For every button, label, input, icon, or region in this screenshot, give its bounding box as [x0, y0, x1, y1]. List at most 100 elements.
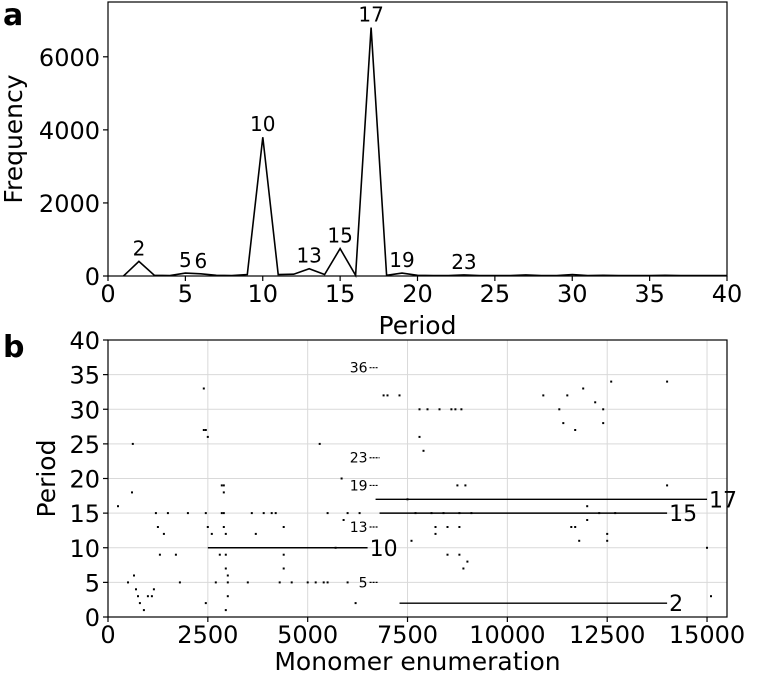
panel-b-y-tick-label: 25	[69, 431, 100, 459]
panel-a-x-tick-label: 0	[100, 280, 115, 308]
panel-b-x-tick-label: 5000	[277, 621, 338, 649]
scatter-point	[224, 553, 227, 556]
scatter-point	[606, 532, 609, 535]
scatter-point	[422, 449, 425, 452]
scatter-point	[133, 574, 135, 577]
panel-b-x-tick-label: 12500	[569, 621, 645, 649]
panel-b-period-scatter: b 0 2500 5000 7500 10000 12500 150000510152025…	[3, 327, 745, 675]
panel-a-axes-frame	[107, 1, 728, 277]
panel-a-y-tick-label: 2000	[39, 190, 100, 218]
scatter-point	[222, 491, 225, 494]
scatter-point	[562, 422, 565, 425]
panel-b-x-axis-title: Monomer enumeration	[274, 647, 560, 675]
peak-label-5: 5	[179, 248, 192, 272]
scatter-point	[152, 588, 155, 591]
scatter-point	[454, 408, 457, 411]
scatter-point	[610, 380, 613, 383]
peak-label-19: 19	[389, 248, 414, 272]
peak-label-13: 13	[296, 244, 321, 268]
panel-b-y-tick-label: 15	[69, 500, 100, 528]
scatter-point	[150, 595, 153, 598]
scatter-point	[606, 539, 609, 542]
scatter-point	[306, 581, 309, 584]
panel-b-y-tick-label: 0	[85, 604, 100, 632]
scatter-point	[117, 505, 119, 508]
panel-b-y-tick-label: 35	[69, 362, 100, 390]
scatter-point	[278, 581, 281, 584]
scatter-point	[602, 408, 605, 411]
scatter-point	[594, 401, 597, 404]
scatter-point	[282, 567, 285, 570]
panel-b-x-tick-label: 7500	[377, 621, 438, 649]
scatter-point	[382, 394, 385, 397]
scatter-point	[326, 581, 329, 584]
scatter-point	[418, 408, 421, 411]
scatter-point	[322, 581, 325, 584]
panel-a-x-tick-label: 20	[402, 280, 433, 308]
scatter-point	[270, 512, 273, 515]
scatter-point	[666, 484, 669, 487]
panel-b-letter: b	[3, 330, 24, 365]
panel-a-x-tick-label: 35	[634, 280, 665, 308]
scatter-point	[438, 408, 441, 411]
panel-a-x-tick-label: 40	[712, 280, 743, 308]
scatter-point	[354, 602, 357, 605]
scatter-point	[340, 477, 343, 480]
scatter-point	[138, 602, 141, 605]
peak-label-2: 2	[133, 236, 146, 260]
scatter-point	[226, 574, 229, 577]
panel-b-y-axis-title: Period	[32, 440, 61, 518]
scatter-point	[178, 581, 181, 584]
scatter-point	[226, 581, 229, 584]
scatter-point	[224, 567, 227, 570]
panel-b-y-tick-label: 30	[69, 396, 100, 424]
frequency-line	[122, 27, 727, 278]
scatter-point	[131, 491, 133, 494]
panel-b-x-tick-label: 15000	[669, 621, 745, 649]
scatter-point	[254, 532, 257, 535]
scatter-point	[220, 484, 223, 487]
scatter-point	[346, 581, 349, 584]
panel-b-y-tick-label: 20	[69, 466, 100, 494]
panel-a-x-axis-title: Period	[379, 311, 457, 340]
scatter-point	[246, 581, 249, 584]
panel-b-axes-frame	[107, 339, 728, 618]
scatter-point	[574, 429, 577, 431]
scatter-point	[274, 512, 277, 515]
scatter-point	[210, 532, 213, 535]
scatter-point	[154, 512, 157, 515]
scatter-point	[574, 526, 577, 528]
scatter-point	[326, 512, 329, 515]
scatter-point	[202, 429, 205, 431]
scatter-point	[290, 581, 293, 584]
scatter-point	[456, 484, 459, 487]
scatter-point	[446, 526, 449, 528]
scatter-point	[706, 546, 708, 549]
panel-a-y-tick-label: 6000	[39, 44, 100, 72]
panel-a-x-tick-label: 25	[480, 280, 511, 308]
scatter-point	[158, 553, 161, 556]
panel-b-y-tick-label: 10	[69, 535, 100, 563]
scatter-point	[426, 408, 429, 411]
scatter-point	[458, 526, 461, 528]
period-19-short-segment-label: 19	[350, 478, 368, 494]
scatter-point	[186, 512, 189, 515]
scatter-point	[578, 539, 581, 542]
period-23-short-segment-label: 23	[350, 451, 368, 467]
scatter-point	[206, 526, 209, 528]
scatter-point	[586, 505, 589, 508]
scatter-point	[542, 394, 545, 397]
scatter-point	[398, 394, 401, 397]
scatter-point	[162, 532, 165, 535]
scatter-point	[346, 512, 349, 515]
scatter-point	[666, 380, 669, 383]
scatter-point	[218, 553, 221, 556]
panel-a-x-tick-label: 15	[325, 280, 356, 308]
scatter-point	[418, 435, 421, 438]
panel-b-y-tick-label: 40	[69, 327, 100, 355]
peak-label-17: 17	[358, 3, 383, 27]
scatter-point	[586, 519, 589, 521]
panel-a-y-tick-label: 4000	[39, 117, 100, 145]
period-17-segment-label: 17	[709, 488, 737, 513]
